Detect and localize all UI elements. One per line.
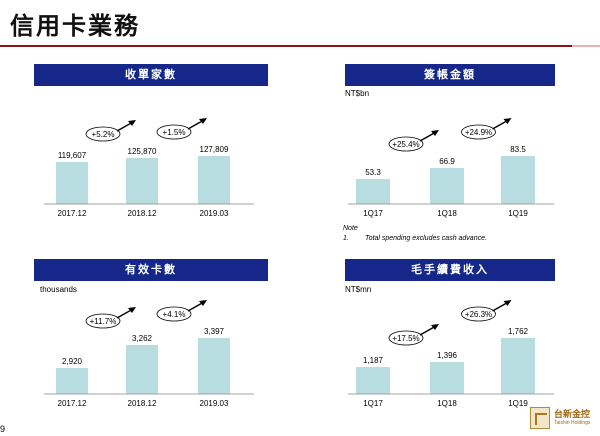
- bar-2017.12: [56, 162, 88, 204]
- growth-label: +24.9%: [465, 128, 492, 137]
- growth-oval: [461, 306, 496, 322]
- category-label: 2017.12: [58, 209, 87, 218]
- value-label: 125,870: [128, 147, 157, 156]
- growth-annotation: +17.5%: [388, 324, 439, 346]
- growth-label: +17.5%: [392, 334, 419, 343]
- footnote: Note 1. Total spending excludes cash adva…: [343, 224, 487, 244]
- arrow-head-icon: [199, 300, 207, 306]
- category-label: 2018.12: [128, 399, 157, 408]
- category-label: 2019.03: [200, 399, 229, 408]
- growth-annotation: +4.1%: [156, 300, 207, 322]
- bar-2017.12: [56, 368, 88, 394]
- card-spending-chart: 53.3 1Q17 66.9 1Q18 83.5 1Q19 +25.4% +24.9%: [348, 118, 554, 218]
- growth-oval: [388, 136, 424, 152]
- arrow-head-icon: [199, 118, 207, 124]
- page-title: 信用卡業務: [10, 12, 140, 40]
- growth-label: +5.2%: [92, 130, 115, 139]
- growth-annotation: +24.9%: [461, 118, 512, 140]
- growth-label: +4.1%: [163, 310, 186, 319]
- fee-income-chart: 1,187 1Q17 1,396 1Q18 1,762 1Q19 +17.5% +26.3%: [348, 300, 554, 408]
- merchant-count-header: 收單家數: [34, 64, 268, 86]
- growth-label: +1.5%: [163, 128, 186, 137]
- category-label: 1Q19: [508, 209, 528, 218]
- growth-oval: [388, 330, 424, 346]
- logo-name-en: Taishin Holdings: [554, 420, 591, 426]
- logo-name-cn: 台新金控: [554, 410, 591, 420]
- footnote-marker: 1.: [343, 235, 349, 242]
- value-label: 1,187: [363, 356, 384, 365]
- growth-annotation: +5.2%: [85, 120, 136, 142]
- title-rule: [0, 45, 572, 47]
- bar-1Q17: [356, 179, 390, 204]
- growth-annotation: +26.3%: [461, 300, 512, 322]
- arrow-head-icon: [431, 324, 439, 330]
- value-label: 119,607: [58, 151, 87, 160]
- category-label: 2018.12: [128, 209, 157, 218]
- company-logo: 台新金控 Taishin Holdings: [530, 405, 596, 433]
- fee-income-unit: NT$mn: [345, 285, 372, 294]
- growth-oval: [85, 313, 121, 329]
- value-label: 1,396: [437, 351, 458, 360]
- bar-2019.03: [198, 156, 230, 204]
- category-label: 2019.03: [200, 209, 229, 218]
- active-cards-unit: thousands: [40, 285, 77, 294]
- growth-label: +11.7%: [90, 317, 117, 326]
- value-label: 127,809: [200, 145, 229, 154]
- footnote-text: Total spending excludes cash advance.: [365, 235, 487, 242]
- card-spending-header: 簽帳金額: [345, 64, 555, 86]
- value-label: 3,397: [204, 327, 225, 336]
- growth-oval: [156, 306, 192, 322]
- merchant-count-chart: 119,607 2017.12 125,870 2018.12 127,809 2019.…: [44, 118, 254, 218]
- category-label: 1Q17: [363, 209, 383, 218]
- active-cards-header: 有效卡數: [34, 259, 268, 281]
- value-label: 2,920: [62, 357, 83, 366]
- growth-label: +25.4%: [392, 140, 419, 149]
- growth-annotation: +11.7%: [85, 307, 136, 329]
- arrow-head-icon: [431, 130, 439, 136]
- growth-annotation: +25.4%: [388, 130, 439, 152]
- bar-2018.12: [126, 345, 158, 394]
- active-cards-chart: 2,920 2017.12 3,262 2018.12 3,397 2019.03 +11.…: [44, 300, 254, 408]
- category-label: 1Q18: [437, 399, 457, 408]
- bar-2019.03: [198, 338, 230, 394]
- growth-oval: [461, 124, 496, 140]
- category-label: 1Q18: [437, 209, 457, 218]
- arrow-head-icon: [503, 118, 512, 124]
- bar-1Q19: [501, 156, 535, 204]
- growth-oval: [156, 124, 192, 140]
- title-rule-end: [572, 45, 600, 47]
- growth-oval: [85, 126, 121, 142]
- bar-1Q19: [501, 338, 535, 394]
- value-label: 3,262: [132, 334, 153, 343]
- arrow-head-icon: [128, 307, 136, 313]
- bar-1Q18: [430, 362, 464, 394]
- bar-2018.12: [126, 158, 158, 204]
- category-label: 1Q19: [508, 399, 528, 408]
- category-label: 1Q17: [363, 399, 383, 408]
- arrow-head-icon: [503, 300, 512, 306]
- arrow-head-icon: [128, 120, 136, 126]
- logo-mark-icon: [530, 407, 550, 429]
- footnote-heading: Note: [343, 225, 358, 232]
- value-label: 83.5: [510, 145, 526, 154]
- growth-label: +26.3%: [465, 310, 492, 319]
- page-number: 9: [0, 424, 6, 434]
- value-label: 53.3: [365, 168, 381, 177]
- bar-1Q18: [430, 168, 464, 204]
- growth-annotation: +1.5%: [156, 118, 207, 140]
- category-label: 2017.12: [58, 399, 87, 408]
- value-label: 1,762: [508, 327, 529, 336]
- footnote-line: 1. Total spending excludes cash advance.: [343, 234, 487, 244]
- card-spending-unit: NT$bn: [345, 89, 370, 98]
- bar-1Q17: [356, 367, 390, 394]
- fee-income-header: 毛手續費收入: [345, 259, 555, 281]
- value-label: 66.9: [439, 157, 455, 166]
